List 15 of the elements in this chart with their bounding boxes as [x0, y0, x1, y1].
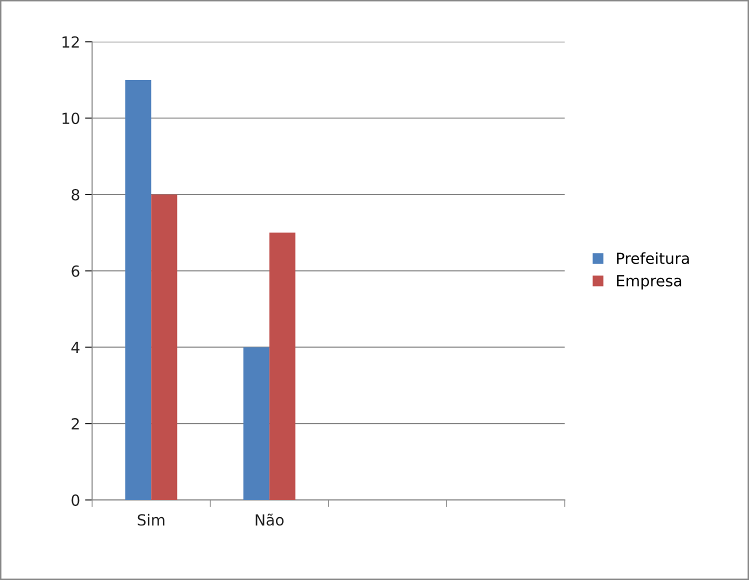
y-tick-label: 10 [62, 112, 80, 124]
bar [243, 347, 270, 500]
legend-label: Prefeitura [617, 252, 689, 264]
y-tick-label: 0 [72, 494, 80, 506]
x-tick-label: Não [256, 514, 284, 526]
bar [269, 232, 296, 500]
y-tick-label: 12 [62, 36, 79, 48]
x-tick-label: Sim [138, 514, 164, 526]
bar [151, 194, 178, 500]
y-tick-label: 6 [72, 265, 80, 277]
y-tick-label: 8 [72, 188, 80, 201]
bar [125, 80, 152, 500]
y-tick-label: 2 [72, 418, 79, 430]
legend-label: Empresa [617, 275, 682, 290]
y-tick-label: 4 [71, 342, 80, 354]
